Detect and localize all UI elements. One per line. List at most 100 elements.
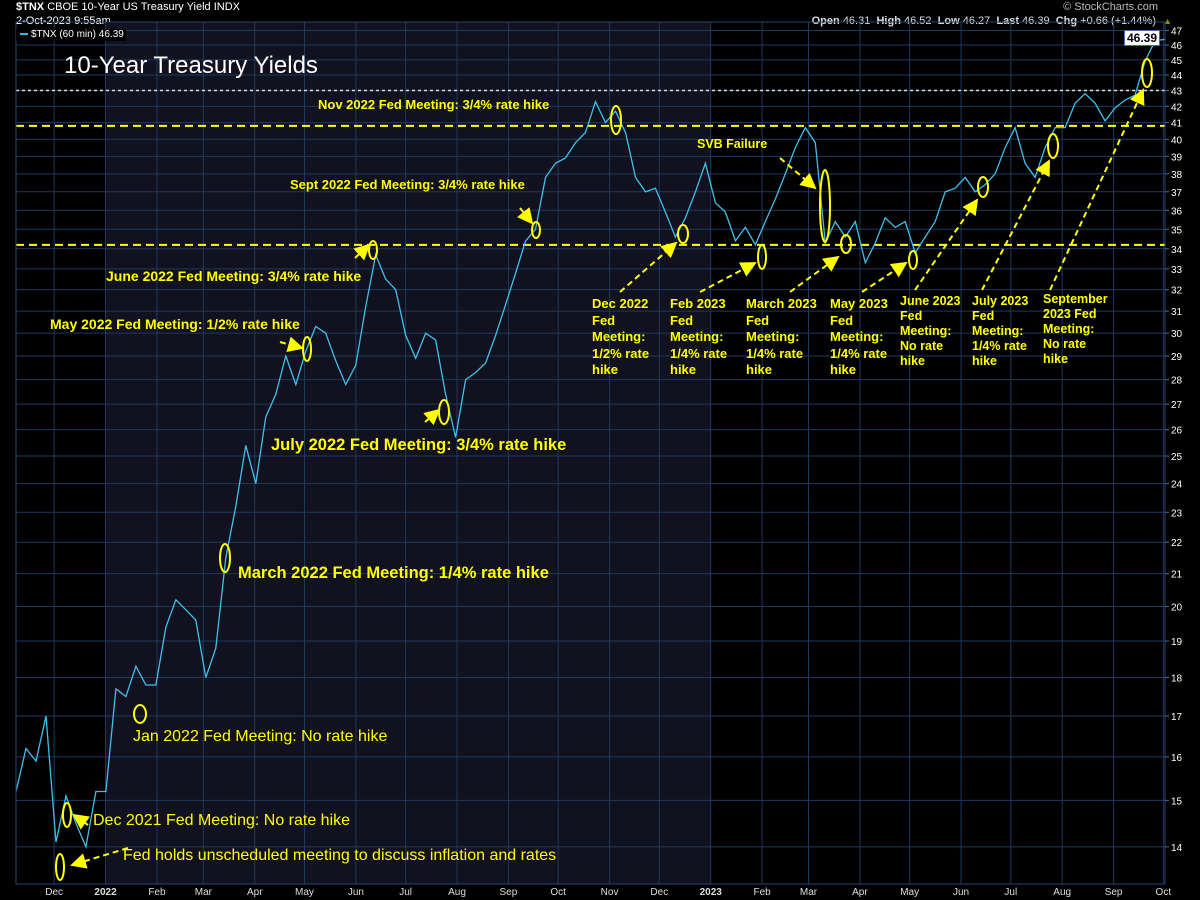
annotation-svb: SVB Failure <box>697 137 768 151</box>
y-tick-label: 35 <box>1171 225 1183 236</box>
x-tick-label: Feb <box>753 887 771 898</box>
annotation-may-2022: May 2022 Fed Meeting: 1/2% rate hike <box>50 316 300 332</box>
stockcharts-watermark: © StockCharts.com <box>1063 1 1158 13</box>
annotation-jan-2022: Jan 2022 Fed Meeting: No rate hike <box>133 728 388 745</box>
x-tick-label: Nov <box>601 887 619 898</box>
x-tick-label: Apr <box>247 887 263 898</box>
arrow-sep-2022 <box>517 207 534 225</box>
y-tick-label: 47 <box>1171 27 1183 38</box>
y-tick-label: 41 <box>1171 119 1183 130</box>
arrow-jun-2022 <box>353 243 371 261</box>
y-tick-label: 29 <box>1171 352 1183 363</box>
ohlc-readout: Open 46.31 High 46.52 Low 46.27 Last 46.… <box>811 15 1156 27</box>
y-tick-label: 31 <box>1171 307 1183 318</box>
y-tick-label: 32 <box>1171 286 1183 297</box>
arrow-feb-2023 <box>699 262 757 293</box>
x-tick-label: Jun <box>348 887 364 898</box>
low-value: 46.27 <box>962 15 991 27</box>
arrow-dec-2022 <box>619 241 678 293</box>
plot-frame <box>15 21 1166 885</box>
x-tick-label: May <box>900 887 919 898</box>
ellipse-sep-2022 <box>531 221 541 239</box>
arrow-jul-2022 <box>423 408 441 426</box>
grid <box>16 22 1165 884</box>
y-tick-label: 25 <box>1171 452 1183 463</box>
annotation-jul-2022: July 2022 Fed Meeting: 3/4% rate hike <box>271 436 567 454</box>
y-tick-label: 14 <box>1171 843 1183 854</box>
x-tick-label: Feb <box>148 887 166 898</box>
ellipse-dec-2021 <box>62 802 72 828</box>
arrow-jun-2023 <box>914 198 979 291</box>
y-tick-label: 46 <box>1171 41 1183 52</box>
yield-line <box>15 38 1166 850</box>
y-tick-label: 28 <box>1171 376 1183 387</box>
annotation-jun-2023: June 2023 Fed Meeting: No rate hike <box>900 294 961 368</box>
change-value: +0.66 (+1.44%) <box>1080 15 1156 27</box>
y-tick-label: 34 <box>1171 245 1183 256</box>
annotation-arrows <box>70 88 1145 869</box>
annotation-nov-2022: Nov 2022 Fed Meeting: 3/4% rate hike <box>318 97 550 112</box>
symbol: $TNX <box>16 1 45 13</box>
ellipse-jan-2022 <box>133 704 147 724</box>
x-tick-label: Dec <box>650 887 668 898</box>
arrow-dec-2021 <box>72 813 91 830</box>
y-tick-label: 42 <box>1171 102 1183 113</box>
annotation-mar-2023: March 2023 Fed Meeting: 1/4% rate hike <box>746 296 817 377</box>
x-tick-label: Aug <box>1053 887 1071 898</box>
open-value: 46.31 <box>842 15 871 27</box>
y-tick-label: 15 <box>1171 796 1183 807</box>
y-tick-label: 24 <box>1171 480 1183 491</box>
annotation-dec-2021: Dec 2021 Fed Meeting: No rate hike <box>93 812 351 829</box>
series-legend: $TNX (60 min) 46.39 <box>16 29 126 41</box>
x-tick-label: Sep <box>1105 887 1123 898</box>
y-tick-label: 18 <box>1171 673 1183 684</box>
y-tick-label: 37 <box>1171 188 1183 199</box>
y-tick-label: 27 <box>1171 400 1183 411</box>
ellipse-jun-2023 <box>977 176 989 198</box>
ellipse-nov-2022 <box>610 105 622 135</box>
arrow-svb <box>779 157 817 190</box>
last-price-tag: 46.39 <box>1124 30 1161 46</box>
x-tick-label: Sep <box>500 887 518 898</box>
annotation-unscheduled: Fed holds unscheduled meeting to discuss… <box>123 847 557 864</box>
y-tick-label: 19 <box>1171 637 1183 648</box>
ellipse-mar-2023 <box>840 234 852 254</box>
ellipse-svb <box>819 169 831 243</box>
y-tick-label: 20 <box>1171 602 1183 613</box>
y-tick-label: 44 <box>1171 71 1183 82</box>
x-tick-label: Jul <box>399 887 412 898</box>
y-tick-label: 40 <box>1171 135 1183 146</box>
y-tick-label: 30 <box>1171 329 1183 340</box>
annotation-feb-2023: Feb 2023 Fed Meeting: 1/4% rate hike <box>670 296 728 377</box>
y-tick-label: 43 <box>1171 87 1183 98</box>
y-axis: 14 15 16 17 18 19 20 21 22 23 24 25 26 27 28 29 30 31 32 33… <box>1165 27 1183 854</box>
x-tick-label: 2022 <box>94 887 117 898</box>
ellipse-feb-2023 <box>757 244 767 270</box>
y-tick-label: 22 <box>1171 538 1183 549</box>
y-tick-label: 33 <box>1171 265 1183 276</box>
y-tick-label: 23 <box>1171 508 1183 519</box>
chart-datetime: 2-Oct-2023 9:55am <box>16 15 111 27</box>
y-tick-label: 21 <box>1171 570 1183 581</box>
ellipse-unscheduled <box>55 853 65 881</box>
x-tick-label: Mar <box>195 887 213 898</box>
chart-title: 10-Year Treasury Yields <box>64 52 318 79</box>
ellipse-sep-2023 <box>1141 58 1153 88</box>
x-tick-label: Aug <box>448 887 466 898</box>
y-tick-label: 38 <box>1171 170 1183 181</box>
security-name: CBOE 10-Year US Treasury Yield <box>47 1 211 13</box>
x-tick-label: 2023 <box>700 887 723 898</box>
y-tick-label: 36 <box>1171 206 1183 217</box>
x-axis: Dec 2022 Feb Mar Apr May Jun Jul Aug Sep Oct Nov Dec… <box>45 887 1171 898</box>
annotation-jun-2022: June 2022 Fed Meeting: 3/4% rate hike <box>106 268 362 284</box>
y-tick-label: 39 <box>1171 152 1183 163</box>
ellipse-may-2023 <box>908 250 918 270</box>
chart-header-title: $TNX CBOE 10-Year US Treasury Yield INDX <box>16 1 240 13</box>
annotation-sep-2022: Sept 2022 Fed Meeting: 3/4% rate hike <box>290 177 525 192</box>
arrow-may-2023 <box>861 261 908 293</box>
x-tick-label: Oct <box>550 887 566 898</box>
arrow-mar-2023 <box>789 255 840 293</box>
highlight-ellipses <box>55 58 1153 881</box>
annotation-mar-2022: March 2022 Fed Meeting: 1/4% rate hike <box>238 564 549 582</box>
